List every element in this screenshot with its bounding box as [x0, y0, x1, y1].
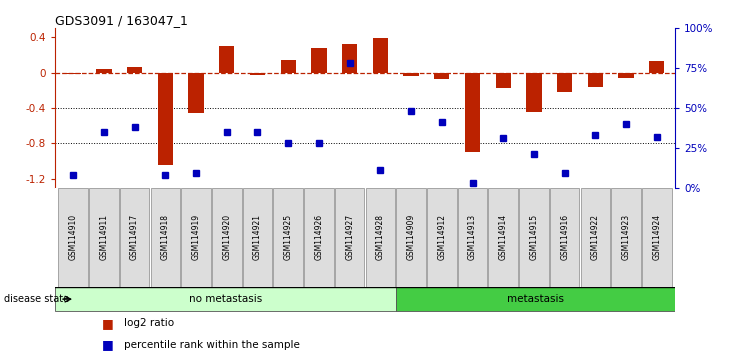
Bar: [649, 61, 664, 73]
Text: metastasis: metastasis: [507, 294, 564, 304]
FancyBboxPatch shape: [243, 188, 272, 287]
FancyBboxPatch shape: [150, 188, 180, 287]
FancyBboxPatch shape: [396, 287, 675, 311]
Text: GSM114922: GSM114922: [591, 214, 600, 260]
Text: GSM114920: GSM114920: [222, 214, 231, 260]
FancyBboxPatch shape: [642, 188, 672, 287]
Text: ■: ■: [102, 317, 114, 330]
Text: GSM114914: GSM114914: [499, 214, 508, 260]
Text: percentile rank within the sample: percentile rank within the sample: [124, 339, 300, 350]
Bar: [280, 60, 296, 73]
FancyBboxPatch shape: [181, 188, 211, 287]
Text: GSM114910: GSM114910: [69, 214, 77, 260]
Bar: [219, 46, 234, 73]
Text: GSM114927: GSM114927: [345, 214, 354, 260]
FancyBboxPatch shape: [120, 188, 150, 287]
Text: GSM114926: GSM114926: [315, 214, 323, 260]
Text: GSM114918: GSM114918: [161, 214, 170, 260]
Bar: [526, 73, 542, 113]
Bar: [557, 73, 572, 92]
FancyBboxPatch shape: [304, 188, 334, 287]
Bar: [158, 73, 173, 165]
FancyBboxPatch shape: [519, 188, 549, 287]
FancyBboxPatch shape: [89, 188, 119, 287]
FancyBboxPatch shape: [611, 188, 641, 287]
Text: GSM114925: GSM114925: [284, 214, 293, 260]
FancyBboxPatch shape: [58, 188, 88, 287]
FancyBboxPatch shape: [550, 188, 580, 287]
Text: GDS3091 / 163047_1: GDS3091 / 163047_1: [55, 14, 188, 27]
Text: GSM114913: GSM114913: [468, 214, 477, 260]
FancyBboxPatch shape: [396, 188, 426, 287]
Text: GSM114909: GSM114909: [407, 214, 415, 260]
Bar: [66, 73, 81, 74]
FancyBboxPatch shape: [335, 188, 364, 287]
Text: GSM114919: GSM114919: [191, 214, 201, 260]
Bar: [342, 44, 357, 73]
FancyBboxPatch shape: [366, 188, 395, 287]
FancyBboxPatch shape: [212, 188, 242, 287]
Text: GSM114923: GSM114923: [622, 214, 631, 260]
Text: GSM114915: GSM114915: [529, 214, 539, 260]
FancyBboxPatch shape: [274, 188, 303, 287]
Bar: [618, 73, 634, 78]
Bar: [496, 73, 511, 88]
Text: disease state: disease state: [4, 294, 69, 304]
FancyBboxPatch shape: [427, 188, 456, 287]
Bar: [188, 73, 204, 113]
Bar: [434, 73, 450, 79]
Bar: [250, 73, 265, 75]
FancyBboxPatch shape: [580, 188, 610, 287]
FancyBboxPatch shape: [55, 287, 396, 311]
FancyBboxPatch shape: [488, 188, 518, 287]
Bar: [311, 48, 326, 73]
Text: ■: ■: [102, 338, 114, 351]
Text: GSM114912: GSM114912: [437, 214, 446, 260]
Bar: [404, 73, 419, 76]
Text: log2 ratio: log2 ratio: [124, 318, 174, 329]
Text: GSM114911: GSM114911: [99, 214, 108, 260]
Text: no metastasis: no metastasis: [188, 294, 262, 304]
Bar: [588, 73, 603, 87]
Text: GSM114917: GSM114917: [130, 214, 139, 260]
Bar: [373, 38, 388, 73]
Text: GSM114924: GSM114924: [653, 214, 661, 260]
Bar: [465, 73, 480, 152]
FancyBboxPatch shape: [458, 188, 487, 287]
Bar: [96, 69, 112, 73]
Text: GSM114916: GSM114916: [560, 214, 569, 260]
Bar: [127, 67, 142, 73]
Text: GSM114921: GSM114921: [253, 214, 262, 260]
Text: GSM114928: GSM114928: [376, 214, 385, 260]
